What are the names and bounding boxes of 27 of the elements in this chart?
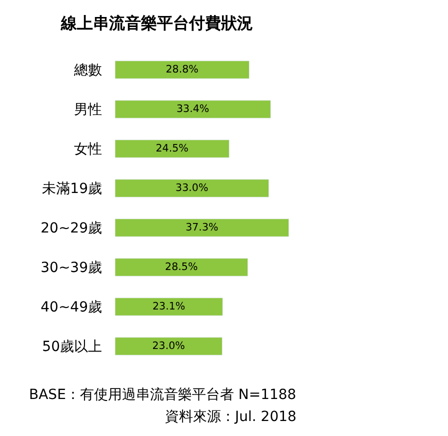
source-note: 資料來源：Jul. 2018 — [165, 409, 296, 425]
y-tick-label: 女性 — [74, 142, 102, 158]
data-label: 33.4% — [176, 103, 210, 116]
y-tick-label: 未滿19歲 — [42, 181, 102, 198]
y-tick-label: 20~29歲 — [40, 220, 102, 237]
data-label: 23.0% — [152, 340, 186, 352]
data-label: 23.1% — [152, 300, 186, 313]
data-label: 37.3% — [186, 222, 218, 234]
text: BASE：有使用過串流音樂平台者 N=1188 — [29, 387, 296, 403]
y-tick-label: 50歲以上 — [42, 339, 102, 356]
data-label: 33.0% — [176, 182, 208, 194]
bar — [115, 179, 270, 198]
data-label: 28.8% — [166, 64, 199, 76]
data-label: 28.5% — [165, 261, 198, 274]
data-label: 24.5% — [156, 142, 189, 155]
bar — [115, 218, 290, 237]
bar — [115, 140, 230, 158]
bar — [115, 258, 248, 276]
y-tick-label: 40~49歲 — [40, 300, 102, 316]
chart-title: 線上串流音樂平台付費狀況 — [60, 14, 253, 33]
bar — [115, 100, 271, 118]
y-tick-label: 男性 — [74, 102, 102, 118]
y-tick-label: 總數 — [73, 62, 102, 79]
bar — [115, 337, 222, 356]
bar — [115, 60, 250, 79]
y-tick-label: 30~39歲 — [40, 260, 102, 276]
bar — [115, 298, 223, 316]
